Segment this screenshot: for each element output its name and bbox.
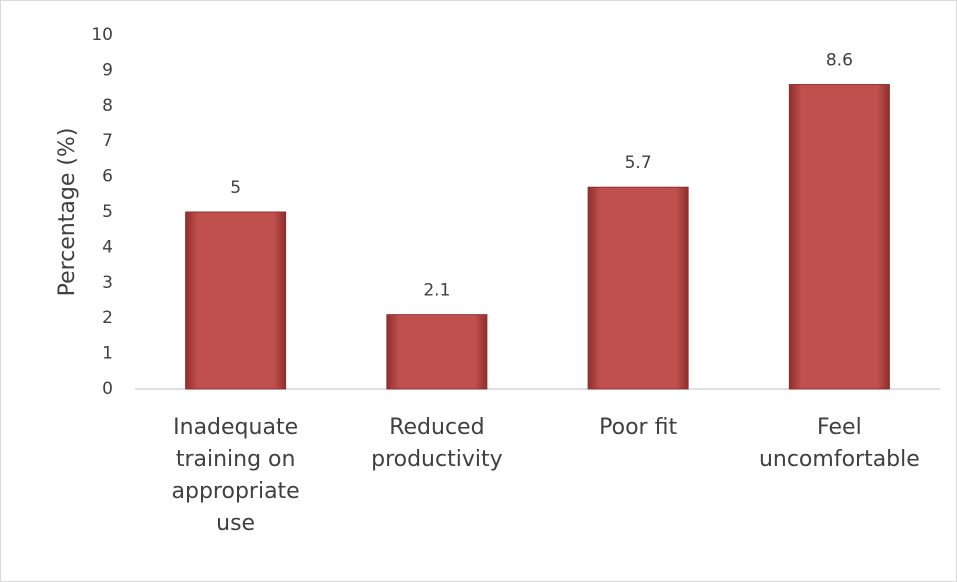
y-tick-label: 6 [102, 167, 113, 187]
x-tick-label: Reduced productivity [371, 415, 503, 472]
y-tick-label: 0 [102, 379, 113, 399]
data-label: 2.1 [423, 281, 450, 301]
data-label: 5.7 [625, 153, 652, 173]
y-tick-label: 5 [102, 202, 113, 222]
y-tick-label: 4 [102, 237, 113, 257]
data-label: 8.6 [826, 51, 853, 71]
y-tick-label: 10 [91, 25, 113, 45]
y-tick-label: 8 [102, 96, 113, 116]
y-tick-label: 7 [102, 131, 113, 151]
y-tick-label: 2 [102, 308, 113, 328]
x-tick-label: Poor fit [599, 415, 678, 440]
y-tick-label: 1 [102, 344, 113, 364]
y-tick-label: 9 [102, 60, 113, 80]
x-tick-label: Inadequate training on appropriate use [171, 415, 300, 536]
y-tick-label: 3 [102, 273, 113, 293]
bar [185, 211, 287, 390]
y-axis-title: Percentage (%) [55, 128, 80, 297]
x-tick-label: Feel uncomfortable [758, 415, 920, 472]
bar [386, 314, 488, 390]
data-label: 5 [230, 178, 241, 198]
bar [587, 186, 689, 390]
bar [788, 84, 890, 390]
